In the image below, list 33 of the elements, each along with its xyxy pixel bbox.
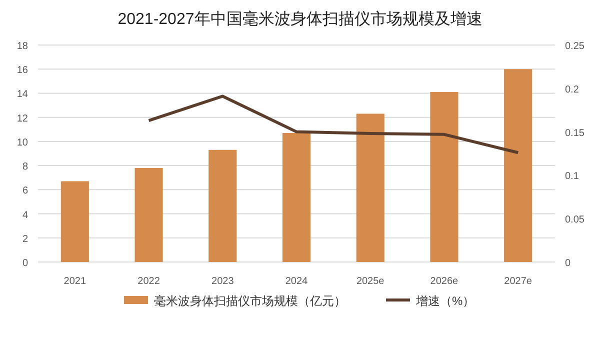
y2-tick-label: 0.1 <box>565 171 580 182</box>
y-tick-label: 12 <box>16 113 28 124</box>
y-tick-label: 18 <box>16 41 28 52</box>
y2-tick-label: 0.05 <box>565 214 585 226</box>
y-tick-label: 16 <box>16 65 28 76</box>
bar <box>208 150 237 262</box>
y-tick-label: 0 <box>22 258 28 269</box>
x-tick-label: 2023 <box>212 276 234 287</box>
legend-label: 增速（%） <box>415 294 475 308</box>
bar <box>134 168 163 262</box>
y-tick-label: 14 <box>16 89 28 100</box>
y2-tick-label: 0.25 <box>565 41 585 52</box>
x-tick-label: 2027e <box>504 276 532 287</box>
y2-tick-label: 0.15 <box>565 128 585 139</box>
bar <box>504 69 532 262</box>
y-tick-label: 10 <box>16 137 28 148</box>
x-tick-label: 2021 <box>64 276 86 287</box>
y-tick-label: 8 <box>22 162 28 173</box>
bar <box>60 181 89 262</box>
bar <box>430 92 458 262</box>
x-tick-label: 2024 <box>285 276 308 287</box>
bar <box>282 133 311 262</box>
y-tick-label: 2 <box>22 234 28 245</box>
y2-tick-label: 0 <box>565 258 571 269</box>
legend-label: 毫米波身体扫描仪市场规模（亿元） <box>154 294 346 308</box>
x-tick-label: 2026e <box>430 276 459 287</box>
bar <box>356 114 384 262</box>
y2-tick-label: 0.2 <box>565 84 580 96</box>
y-tick-label: 6 <box>22 186 28 197</box>
x-tick-label: 2022 <box>138 276 160 287</box>
chart-title: 2021-2027年中国毫米波身体扫描仪市场规模及增速 <box>118 10 482 28</box>
x-tick-label: 2025e <box>356 276 385 287</box>
y-tick-label: 4 <box>22 210 28 221</box>
